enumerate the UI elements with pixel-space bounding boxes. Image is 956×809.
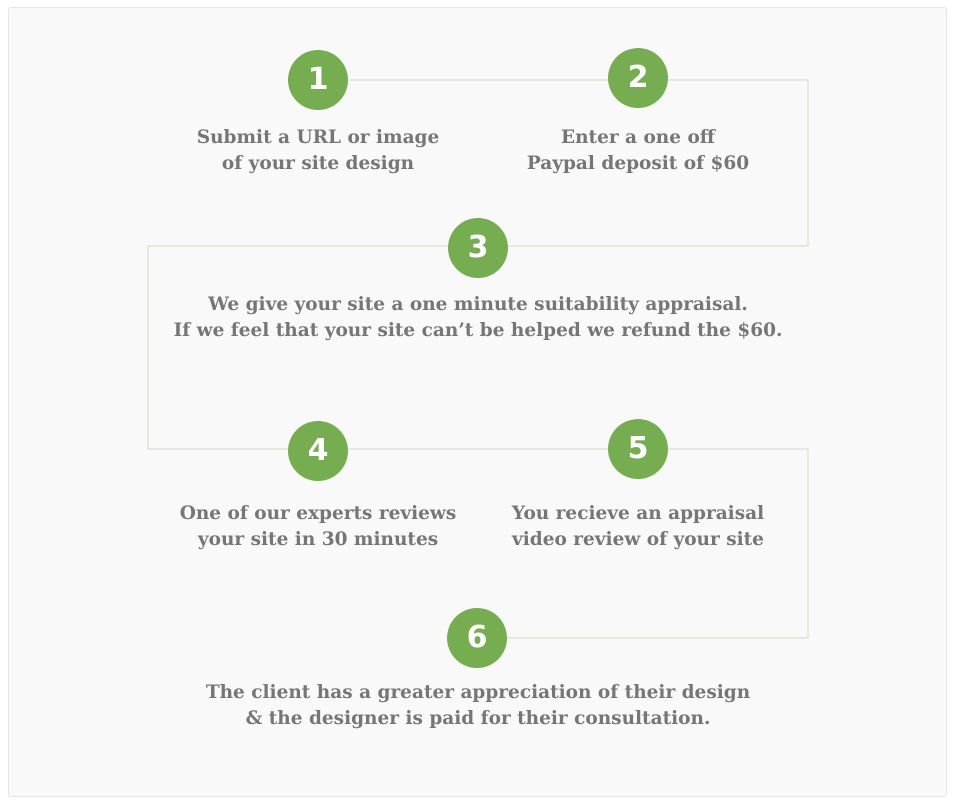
step-2-description: Enter a one off Paypal deposit of $60 bbox=[488, 125, 788, 177]
step-2-line-2: Paypal deposit of $60 bbox=[526, 153, 750, 174]
step-3-line-1: We give your site a one minute suitabili… bbox=[208, 294, 748, 315]
step-6-number-badge: 6 bbox=[447, 608, 507, 668]
step-5-line-1: You recieve an appraisal bbox=[511, 503, 765, 524]
step-1-number-badge: 1 bbox=[288, 50, 348, 110]
process-panel bbox=[8, 7, 947, 797]
step-5-line-2: video review of your site bbox=[512, 529, 764, 550]
step-1-line-2: of your site design bbox=[221, 153, 415, 174]
step-1-description: Submit a URL or image of your site desig… bbox=[168, 125, 468, 177]
step-2-line-1: Enter a one off bbox=[560, 127, 715, 148]
step-2-number-badge: 2 bbox=[608, 48, 668, 108]
step-5-number-badge: 5 bbox=[608, 419, 668, 479]
step-4-line-2: your site in 30 minutes bbox=[197, 529, 439, 550]
step-4-number-badge: 4 bbox=[288, 421, 348, 481]
step-1-line-1: Submit a URL or image bbox=[196, 127, 440, 148]
step-5-description: You recieve an appraisal video review of… bbox=[488, 501, 788, 553]
step-4-line-1: One of our experts reviews bbox=[179, 503, 457, 524]
step-4-description: One of our experts reviews your site in … bbox=[168, 501, 468, 553]
step-6-line-1: The client has a greater appreciation of… bbox=[205, 682, 751, 703]
step-3-line-2: If we feel that your site can’t be helpe… bbox=[173, 320, 783, 341]
step-6-line-2: & the designer is paid for their consult… bbox=[245, 708, 711, 729]
step-3-number-badge: 3 bbox=[448, 218, 508, 278]
step-3-description: We give your site a one minute suitabili… bbox=[128, 292, 828, 344]
step-6-description: The client has a greater appreciation of… bbox=[148, 680, 808, 732]
